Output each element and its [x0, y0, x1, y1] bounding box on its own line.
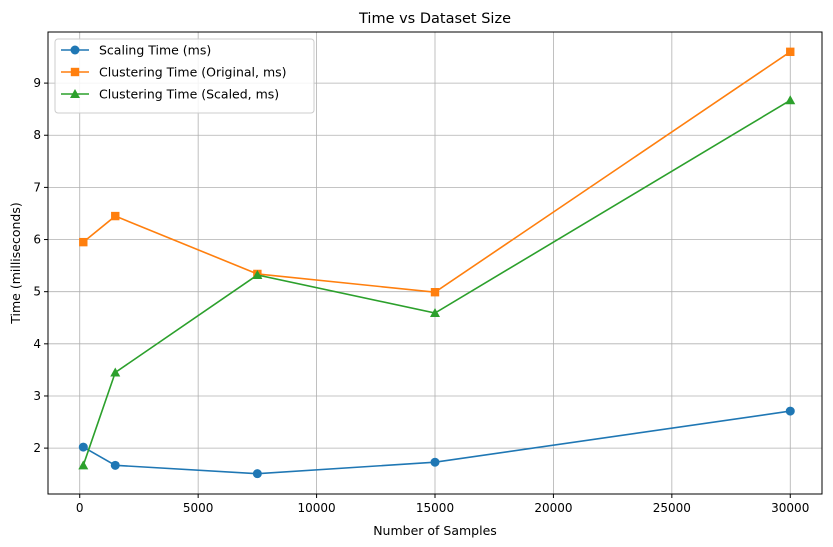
x-tick-label: 5000 [183, 501, 214, 515]
x-tick-label: 10000 [297, 501, 335, 515]
data-point [252, 469, 262, 479]
legend-label: Clustering Time (Original, ms) [99, 65, 287, 80]
series-line [82, 99, 791, 466]
data-point [430, 288, 440, 297]
x-axis-label: Number of Samples [373, 523, 497, 538]
series-1 [78, 406, 795, 479]
x-axis: 0 5000 10000 15000 20000 25000 30000 [76, 494, 809, 515]
y-tick-label: 4 [33, 337, 41, 351]
legend-label: Clustering Time (Scaled, ms) [99, 87, 279, 102]
legend-label: Scaling Time (ms) [99, 43, 211, 58]
y-tick-label: 3 [33, 389, 41, 403]
legend-frame [54, 38, 315, 114]
y-axis-label: Time (milliseconds) [8, 202, 23, 324]
data-point [79, 237, 88, 247]
data-point [786, 47, 795, 57]
y-tick-label: 2 [33, 441, 41, 455]
y-tick-label: 8 [33, 128, 41, 142]
data-point [785, 406, 795, 416]
data-point [785, 95, 796, 105]
data-point [110, 367, 121, 377]
series-layer [78, 47, 796, 479]
x-tick-label: 30000 [771, 501, 809, 515]
data-point [430, 308, 440, 318]
y-tick-label: 6 [33, 233, 41, 247]
x-tick-label: 0 [76, 501, 84, 515]
legend-marker [70, 89, 80, 98]
y-tick-label: 9 [33, 76, 41, 90]
data-point [78, 442, 88, 452]
y-tick-label: 7 [33, 180, 41, 194]
data-point [430, 457, 440, 467]
legend-marker [70, 45, 80, 55]
data-point [252, 269, 263, 279]
legend-item: Clustering Time (Scaled, ms) [61, 87, 279, 102]
series-3 [78, 95, 796, 470]
y-axis: 2 3 4 5 6 7 8 9 [33, 76, 48, 455]
legend-item: Clustering Time (Original, ms) [61, 65, 287, 80]
data-point [78, 460, 89, 470]
data-point [111, 211, 120, 221]
chart-title: Time vs Dataset Size [358, 11, 511, 27]
grid [48, 32, 822, 494]
x-tick-label: 25000 [653, 501, 691, 515]
legend-item: Scaling Time (ms) [61, 43, 211, 58]
y-tick-label: 5 [33, 285, 41, 299]
x-tick-label: 15000 [416, 501, 454, 515]
data-point [110, 460, 120, 470]
legend-marker [70, 67, 80, 77]
x-tick-label: 20000 [534, 501, 572, 515]
legend: Scaling Time (ms) Clustering Time (Origin… [54, 38, 315, 114]
